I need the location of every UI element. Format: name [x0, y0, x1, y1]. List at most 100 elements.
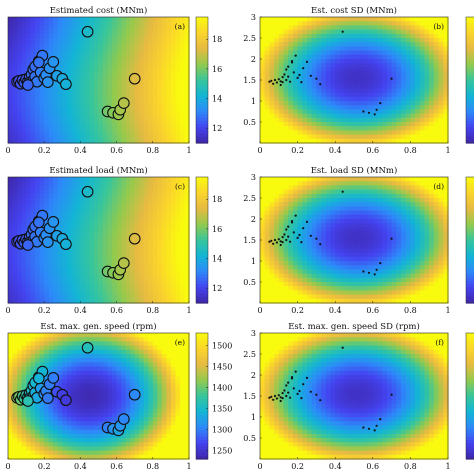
heatmap-cell	[391, 277, 397, 283]
heatmap-cell	[98, 88, 104, 94]
heatmap-cell	[44, 252, 50, 258]
heatmap-cell	[8, 193, 14, 199]
heatmap-cell	[311, 269, 317, 275]
heatmap-cell	[307, 214, 313, 220]
heatmap-cell	[143, 202, 149, 207]
heatmap-cell	[175, 269, 181, 275]
heatmap-cell	[112, 42, 118, 47]
heatmap-cell	[415, 130, 421, 136]
heatmap-cell	[175, 67, 181, 73]
heatmap-cell	[103, 122, 109, 127]
heatmap-cell	[297, 59, 303, 64]
heatmap-cell	[274, 38, 280, 43]
heatmap-b	[260, 17, 449, 144]
heatmap-cell	[358, 84, 364, 89]
heatmap-cell	[443, 126, 449, 131]
heatmap-cell	[405, 46, 411, 52]
heatmap-cell	[311, 50, 317, 56]
heatmap-cell	[419, 50, 426, 56]
heatmap-cell	[75, 17, 82, 22]
heatmap-cell	[116, 206, 122, 212]
heatmap-cell	[53, 294, 59, 300]
heatmap-cell	[410, 244, 416, 249]
heatmap-cell	[26, 210, 32, 216]
heatmap-cell	[103, 50, 109, 56]
heatmap-cell	[274, 227, 280, 233]
heatmap-cell	[148, 96, 154, 102]
heatmap-cell	[184, 63, 190, 68]
heatmap-cell	[330, 117, 336, 123]
heatmap-cell	[166, 252, 172, 258]
heatmap-cell	[354, 113, 360, 119]
heatmap-cell	[66, 290, 72, 296]
heatmap-cell	[358, 88, 364, 94]
heatmap-cell	[103, 261, 109, 266]
heatmap-cell	[260, 282, 266, 287]
heatmap-cell	[368, 240, 374, 245]
heatmap-cell	[391, 101, 397, 106]
heatmap-cell	[170, 130, 177, 136]
heatmap-cell	[75, 33, 82, 39]
heatmap-cell	[48, 265, 54, 270]
colorbar-step	[466, 54, 474, 59]
heatmap-cell	[148, 244, 154, 249]
heatmap-cell	[278, 193, 285, 199]
heatmap-cell	[17, 265, 23, 270]
heatmap-cell	[401, 198, 407, 203]
heatmap-cell	[316, 75, 322, 81]
heatmap-cell	[157, 126, 163, 131]
heatmap-cell	[39, 33, 45, 39]
heatmap-cell	[12, 96, 18, 102]
heatmap-cell	[274, 252, 280, 258]
heatmap-cell	[321, 256, 327, 262]
heatmap-cell	[377, 109, 383, 115]
heatmap-cell	[419, 54, 426, 60]
heatmap-cell	[330, 223, 336, 228]
heatmap-cell	[391, 235, 397, 241]
heatmap-cell	[344, 101, 350, 106]
heatmap-cell	[152, 126, 158, 131]
colorbar-step	[196, 287, 208, 291]
heatmap-cell	[283, 256, 289, 262]
heatmap-cell	[302, 244, 308, 249]
heatmap-cell	[53, 50, 59, 56]
heatmap-cell	[66, 193, 72, 199]
heatmap-cell	[75, 189, 82, 195]
heatmap-cell	[358, 29, 364, 35]
heatmap-cell	[121, 219, 127, 224]
heatmap-cell	[321, 88, 327, 94]
heatmap-cell	[278, 202, 285, 207]
heatmap-cell	[57, 105, 63, 110]
heatmap-cell	[35, 294, 41, 300]
heatmap-cell	[179, 75, 186, 81]
heatmap-cell	[184, 277, 190, 283]
heatmap-cell	[125, 177, 131, 182]
heatmap-cell	[297, 71, 303, 77]
heatmap-cell	[325, 282, 332, 287]
design-point-marker	[22, 79, 34, 91]
heatmap-cell	[302, 71, 308, 77]
heatmap-cell	[382, 298, 388, 304]
heatmap-cell	[302, 67, 308, 73]
heatmap-cell	[424, 282, 430, 287]
heatmap-cell	[377, 214, 383, 220]
heatmap-cell	[433, 63, 440, 68]
heatmap-cell	[148, 198, 154, 203]
heatmap-cell	[107, 277, 113, 283]
heatmap-cell	[112, 193, 118, 199]
heatmap-cell	[143, 177, 149, 182]
heatmap-cell	[368, 198, 374, 203]
heatmap-cell	[112, 185, 118, 191]
heatmap-cell	[274, 67, 280, 73]
heatmap-cell	[175, 244, 181, 249]
heatmap-cell	[330, 177, 336, 182]
heatmap-cell	[401, 294, 407, 300]
heatmap-cell	[307, 198, 313, 203]
heatmap-cell	[134, 189, 140, 195]
heatmap-cell	[170, 101, 177, 106]
heatmap-cell	[325, 42, 332, 47]
heatmap-cell	[330, 273, 336, 279]
heatmap-cell	[274, 134, 280, 140]
heatmap-cell	[66, 71, 72, 77]
heatmap-cell	[419, 235, 426, 241]
